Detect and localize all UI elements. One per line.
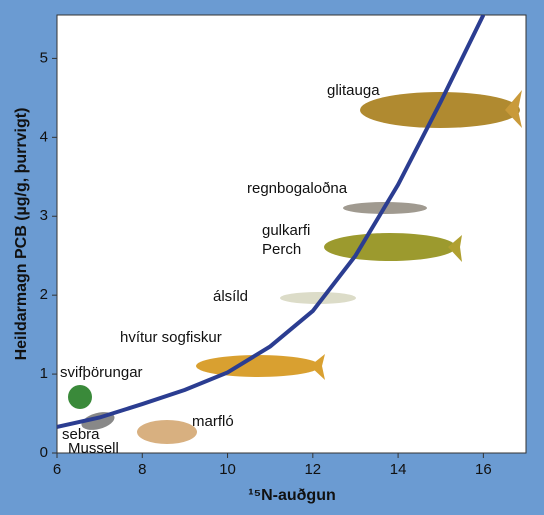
organism-illustration [360, 92, 520, 128]
y-tick-label: 3 [40, 207, 48, 224]
y-axis-label: Heildarmagn PCB (µg/g, þurrvigt) [13, 108, 30, 361]
organism-illustration [137, 420, 197, 444]
organism-illustration [196, 355, 320, 377]
organism-illustration [310, 354, 325, 380]
y-tick-label: 5 [40, 49, 48, 66]
annotation: svifþörungar [60, 364, 143, 381]
annotation: glitauga [327, 82, 380, 99]
x-tick-label: 8 [138, 461, 146, 478]
x-tick-label: 16 [475, 461, 492, 478]
annotation: álsíld [213, 288, 248, 305]
y-tick-label: 0 [40, 444, 48, 461]
organism-illustration [505, 90, 522, 128]
y-tick-label: 2 [40, 286, 48, 303]
x-tick-label: 10 [219, 461, 236, 478]
annotation: marfló [192, 413, 234, 430]
line [57, 15, 486, 429]
x-tick-label: 6 [53, 461, 61, 478]
annotation: regnbogaloðna [247, 180, 348, 197]
annotation: Perch [262, 241, 301, 258]
organism-illustration [280, 292, 356, 304]
annotation: hvítur sogfiskur [120, 329, 222, 346]
annotation: gulkarfi [262, 222, 310, 239]
annotation: sebra [62, 426, 100, 443]
organism-illustration [68, 385, 92, 409]
y-tick-label: 1 [40, 365, 48, 382]
organism-illustration [448, 235, 462, 262]
x-tick-label: 12 [304, 461, 321, 478]
organism-illustration [324, 233, 456, 261]
x-axis-label: ¹⁵N-auðgun [248, 487, 336, 504]
x-tick-label: 14 [390, 461, 407, 478]
y-tick-label: 4 [40, 128, 48, 145]
annotation: Mussell [68, 440, 119, 457]
